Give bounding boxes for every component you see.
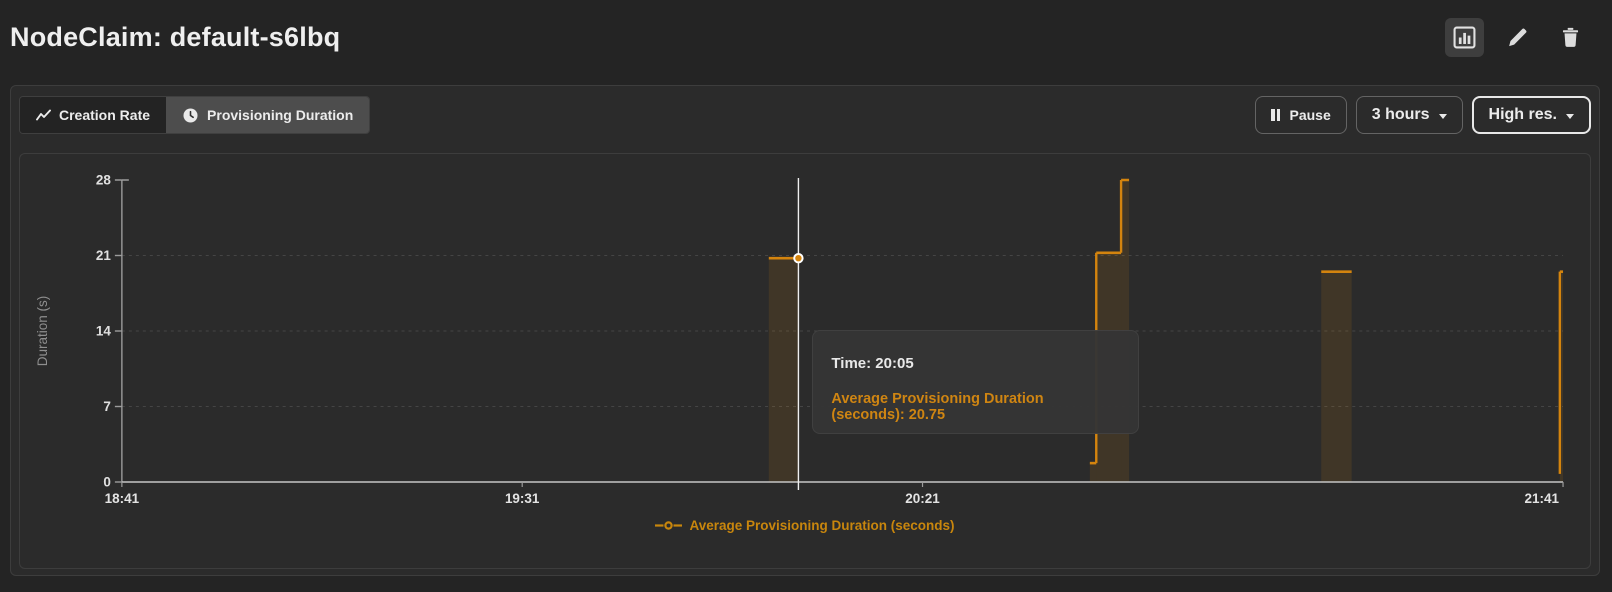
svg-text:0: 0 bbox=[103, 474, 110, 489]
page-title: NodeClaim: default-s6lbq bbox=[10, 22, 341, 52]
svg-text:19:31: 19:31 bbox=[505, 491, 540, 506]
chart-card: Creation Rate Provisioning Duration Paus… bbox=[10, 85, 1600, 576]
chart-panel: 0 7 14 21 28 18:41 19:31 20:21 21:41 Duration (s)… bbox=[19, 153, 1591, 569]
trend-line-icon bbox=[36, 109, 51, 121]
trash-icon bbox=[1562, 27, 1579, 47]
chart-canvas[interactable]: 0 7 14 21 28 18:41 19:31 20:21 21:41 Duration (s) bbox=[20, 154, 1590, 510]
bar-chart-icon bbox=[1453, 26, 1476, 49]
chevron-down-icon bbox=[1566, 113, 1574, 119]
svg-text:18:41: 18:41 bbox=[105, 491, 140, 506]
edit-button[interactable] bbox=[1498, 18, 1537, 57]
resolution-value: High res. bbox=[1488, 106, 1557, 123]
chart-tabs: Creation Rate Provisioning Duration bbox=[19, 96, 371, 134]
chart-view-button[interactable] bbox=[1445, 18, 1484, 57]
resolution-select[interactable]: High res. bbox=[1471, 96, 1591, 134]
time-range-select[interactable]: 3 hours bbox=[1355, 96, 1463, 134]
tab-label: Provisioning Duration bbox=[207, 107, 354, 123]
tab-provisioning-duration[interactable]: Provisioning Duration bbox=[166, 97, 370, 133]
svg-text:21: 21 bbox=[96, 248, 111, 263]
chart-toolbar: Creation Rate Provisioning Duration Paus… bbox=[19, 96, 1591, 134]
svg-text:14: 14 bbox=[96, 323, 111, 338]
tab-label: Creation Rate bbox=[59, 107, 151, 123]
toolbar-controls: Pause 3 hours High res. bbox=[1255, 96, 1591, 134]
chevron-down-icon bbox=[1438, 113, 1447, 119]
svg-text:Duration (s): Duration (s) bbox=[35, 296, 50, 366]
clock-icon bbox=[183, 107, 198, 123]
legend-label: Average Provisioning Duration (seconds) bbox=[689, 518, 955, 533]
chart-legend[interactable]: Average Provisioning Duration (seconds) bbox=[20, 518, 1590, 533]
time-range-value: 3 hours bbox=[1371, 106, 1430, 123]
pause-icon bbox=[1271, 109, 1281, 121]
pencil-icon bbox=[1509, 28, 1527, 47]
page-header: NodeClaim: default-s6lbq bbox=[0, 0, 1612, 85]
svg-text:7: 7 bbox=[103, 399, 110, 414]
pause-label: Pause bbox=[1289, 107, 1331, 123]
pause-button[interactable]: Pause bbox=[1255, 96, 1347, 134]
header-actions bbox=[1445, 18, 1590, 57]
svg-text:28: 28 bbox=[96, 172, 111, 187]
delete-button[interactable] bbox=[1551, 18, 1590, 57]
legend-marker-icon bbox=[655, 521, 683, 530]
tab-creation-rate[interactable]: Creation Rate bbox=[20, 97, 167, 133]
svg-text:21:41: 21:41 bbox=[1525, 491, 1560, 506]
svg-text:20:21: 20:21 bbox=[905, 491, 940, 506]
